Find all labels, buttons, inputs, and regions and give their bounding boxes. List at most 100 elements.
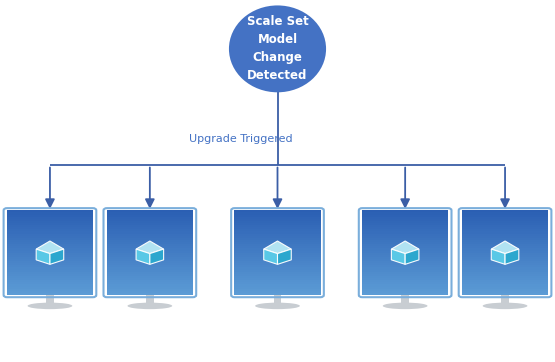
Bar <box>462 286 548 289</box>
Bar <box>462 216 548 219</box>
Bar <box>7 278 93 280</box>
Bar <box>462 242 548 244</box>
Bar <box>234 235 321 238</box>
Bar <box>362 231 448 233</box>
Bar <box>234 233 321 236</box>
Bar <box>362 290 448 293</box>
Bar <box>362 257 448 259</box>
Bar <box>107 284 193 287</box>
Bar <box>7 288 93 291</box>
Bar <box>462 261 548 263</box>
Polygon shape <box>36 249 50 264</box>
Bar <box>462 225 548 227</box>
Bar <box>7 220 93 223</box>
Bar <box>234 267 321 270</box>
Bar <box>362 263 448 265</box>
Bar <box>234 272 321 274</box>
Bar <box>7 248 93 251</box>
Ellipse shape <box>483 303 527 309</box>
Bar <box>7 237 93 240</box>
Bar <box>362 288 448 291</box>
Bar <box>234 275 321 278</box>
Bar <box>462 246 548 248</box>
Bar <box>462 275 548 278</box>
Bar <box>107 274 193 276</box>
Ellipse shape <box>28 303 72 309</box>
Ellipse shape <box>383 303 427 309</box>
Bar <box>362 220 448 223</box>
Bar <box>234 286 321 289</box>
Bar <box>107 248 193 251</box>
Bar <box>234 269 321 272</box>
Bar <box>234 225 321 227</box>
Bar <box>362 274 448 276</box>
Bar <box>107 237 193 240</box>
Bar <box>107 212 193 215</box>
Bar <box>107 231 193 233</box>
Bar <box>362 275 448 278</box>
Bar <box>462 250 548 253</box>
Bar <box>7 290 93 293</box>
Bar <box>462 227 548 230</box>
Bar <box>234 254 321 257</box>
Bar <box>7 292 93 295</box>
Bar <box>234 257 321 259</box>
Bar <box>462 235 548 238</box>
Bar <box>234 214 321 217</box>
Bar <box>234 244 321 246</box>
Bar <box>362 214 448 217</box>
Bar <box>107 261 193 263</box>
Bar <box>7 233 93 236</box>
Bar <box>362 265 448 268</box>
Bar <box>362 210 448 212</box>
Bar <box>7 216 93 219</box>
Bar <box>362 246 448 248</box>
Bar <box>362 223 448 225</box>
Bar <box>107 267 193 270</box>
Bar <box>462 229 548 232</box>
Bar <box>7 265 93 268</box>
Bar <box>234 229 321 232</box>
Bar <box>7 231 93 233</box>
Bar <box>107 240 193 242</box>
Polygon shape <box>136 241 164 253</box>
Bar <box>7 272 93 274</box>
Bar <box>362 216 448 219</box>
Bar <box>107 225 193 227</box>
Bar <box>234 250 321 253</box>
Bar <box>7 223 93 225</box>
Bar <box>107 272 193 274</box>
Bar <box>362 254 448 257</box>
Polygon shape <box>491 241 519 253</box>
Bar <box>362 229 448 232</box>
Bar <box>362 233 448 236</box>
Bar <box>362 269 448 272</box>
Bar <box>462 278 548 280</box>
Bar <box>7 225 93 227</box>
Bar <box>274 295 281 306</box>
Bar <box>362 218 448 221</box>
Bar <box>7 252 93 255</box>
Bar <box>107 220 193 223</box>
Polygon shape <box>264 249 278 264</box>
Bar <box>462 244 548 246</box>
Bar <box>362 252 448 255</box>
Bar <box>462 272 548 274</box>
Bar <box>462 231 548 233</box>
Bar <box>146 295 154 306</box>
Bar <box>107 244 193 246</box>
Bar <box>362 240 448 242</box>
Ellipse shape <box>255 303 300 309</box>
Bar <box>462 220 548 223</box>
Polygon shape <box>491 249 505 264</box>
Bar <box>107 263 193 265</box>
Bar <box>462 237 548 240</box>
Bar <box>107 210 193 212</box>
Bar <box>7 269 93 272</box>
Bar <box>234 223 321 225</box>
Bar <box>462 290 548 293</box>
Bar <box>107 269 193 272</box>
Bar <box>234 274 321 276</box>
Bar <box>7 275 93 278</box>
Bar <box>462 252 548 255</box>
